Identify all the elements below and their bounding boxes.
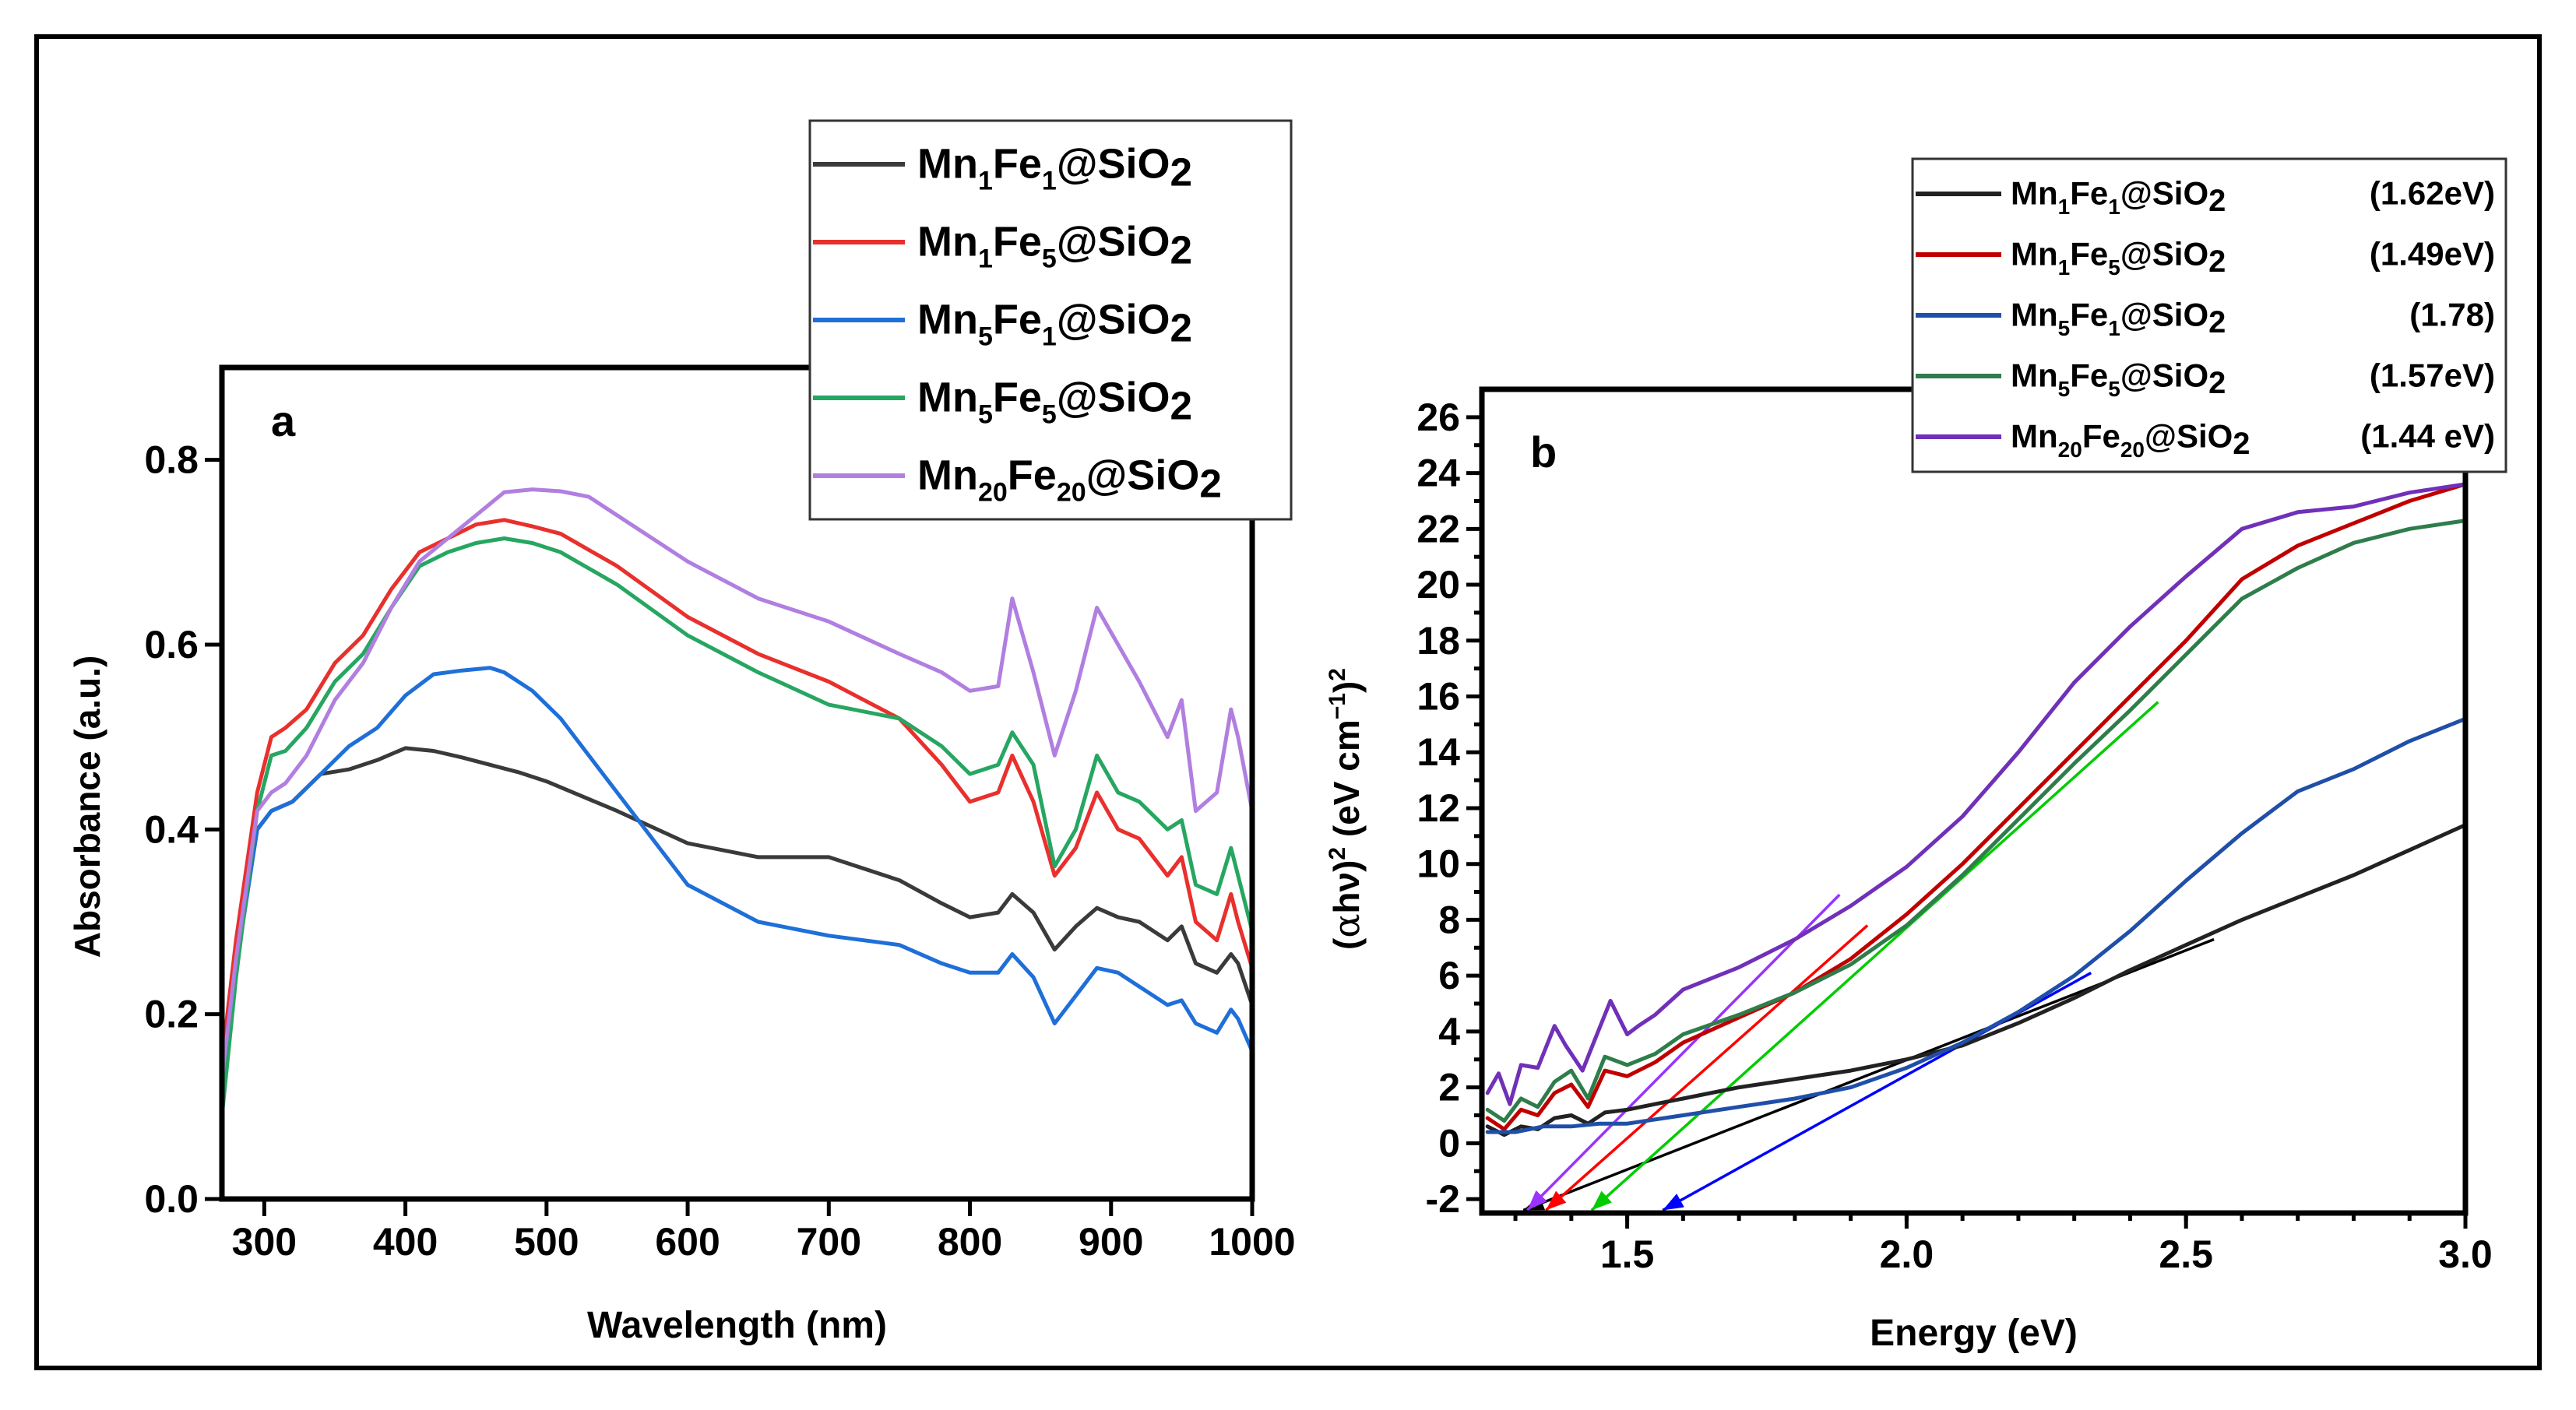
x-tick-label: 600 <box>655 1220 720 1264</box>
figure-frame <box>34 34 2542 1370</box>
tauc-fit-line <box>1545 924 1869 1211</box>
panel-b: 1.5 2.0 2.5 3.0-202468101214161820222426bEn… <box>1325 386 2493 1354</box>
x-tick-label: 3.0 <box>2438 1232 2493 1276</box>
fit-arrowhead <box>1546 1190 1567 1211</box>
legend-box <box>1911 157 2507 473</box>
y-tick-label: 2 <box>1438 1066 1460 1109</box>
y-tick-label: 14 <box>1416 730 1460 774</box>
x-tick-label: 2.0 <box>1880 1232 1934 1276</box>
y-tick-label: 0.0 <box>144 1177 199 1221</box>
y-tick-label: 18 <box>1416 619 1460 663</box>
x-tick-label: 800 <box>938 1220 1002 1264</box>
panel-label: b <box>1530 427 1557 476</box>
x-tick-label: 500 <box>514 1220 579 1264</box>
legend-bandgap-value: (1.57eV) <box>2370 357 2495 393</box>
series-line-Mn20Fe20@SiO2 <box>1485 482 2468 1106</box>
legend-entry: Mn20Fe20@SiO2 <box>917 452 1222 507</box>
y-tick-label: 12 <box>1416 786 1460 830</box>
x-tick-label: 400 <box>373 1220 438 1264</box>
y-tick-label: 22 <box>1416 507 1460 550</box>
x-tick-label: 1.5 <box>1600 1232 1655 1276</box>
plot-area-border <box>219 364 1255 1202</box>
y-tick-label: 20 <box>1416 563 1460 607</box>
legend-bandgap-value: (1.62eV) <box>2370 174 2495 211</box>
legend-entry: Mn5Fe5@SiO2 <box>2011 357 2226 401</box>
y-axis-title: (αhν)2 (eV cm−1)2 <box>1325 668 1367 950</box>
fit-arrowhead <box>1591 1190 1612 1211</box>
legend-entry: Mn5Fe5@SiO2 <box>917 374 1192 429</box>
series-line-Mn5Fe5@SiO2 <box>220 536 1255 1118</box>
y-tick-label: -2 <box>1426 1177 1460 1221</box>
y-tick-label: 0.2 <box>144 993 199 1036</box>
y-tick-label: 4 <box>1438 1010 1460 1053</box>
y-tick-label: 0.8 <box>144 438 199 482</box>
legend-panel-b: Mn1Fe1@SiO2 (1.62eV) Mn1Fe5@SiO2 (1.49eV) Mn… <box>1911 157 2507 473</box>
y-axis-title: Absorbance (a.u.) <box>67 656 107 958</box>
fit-arrowhead <box>1527 1190 1547 1211</box>
x-tick-label: 700 <box>797 1220 861 1264</box>
legend-entry: Mn1Fe1@SiO2 <box>2011 174 2226 219</box>
y-tick-label: 6 <box>1438 954 1460 997</box>
tauc-fit-line <box>1590 701 2159 1211</box>
y-tick-label: 0.4 <box>144 807 199 851</box>
series-line-Mn5Fe1@SiO2 <box>1485 716 2468 1134</box>
series-line-Mn5Fe5@SiO2 <box>1485 519 2468 1123</box>
fit-arrowhead <box>1663 1194 1684 1211</box>
series-line-Mn5Fe1@SiO2 <box>220 666 1255 1091</box>
x-tick-label: 300 <box>232 1220 297 1264</box>
x-axis-title: Energy (eV) <box>1870 1313 2078 1354</box>
y-tick-label: 8 <box>1438 898 1460 941</box>
legend-entry: Mn1Fe1@SiO2 <box>917 140 1192 195</box>
legend-bandgap-value: (1.78) <box>2409 296 2495 332</box>
legend-panel-a: Mn1Fe1@SiO2 Mn1Fe5@SiO2 Mn5Fe1@SiO2 Mn5Fe5@… <box>808 119 1293 521</box>
legend-entry: Mn5Fe1@SiO2 <box>917 296 1192 351</box>
y-tick-label: 0.6 <box>144 623 199 666</box>
y-tick-label: 24 <box>1416 452 1460 495</box>
legend-bandgap-value: (1.44 eV) <box>2360 417 2495 454</box>
series-line-Mn20Fe20@SiO2 <box>220 487 1255 1081</box>
x-tick-label: 900 <box>1079 1220 1143 1264</box>
legend-entry: Mn20Fe20@SiO2 <box>2011 417 2250 462</box>
legend-entry: Mn5Fe1@SiO2 <box>2011 296 2226 340</box>
x-tick-label: 2.5 <box>2159 1232 2213 1276</box>
series-line-Mn1Fe1@SiO2 <box>1485 823 2468 1137</box>
x-axis-title: Wavelength (nm) <box>587 1305 887 1346</box>
y-tick-label: 10 <box>1416 842 1460 886</box>
legend-entry: Mn1Fe5@SiO2 <box>2011 235 2226 280</box>
tauc-fit-line <box>1526 893 1841 1211</box>
x-tick-label: 1000 <box>1209 1220 1295 1264</box>
series-line-Mn1Fe1@SiO2 <box>220 746 1255 1072</box>
legend-entry: Mn1Fe5@SiO2 <box>917 218 1192 273</box>
y-tick-label: 16 <box>1416 675 1460 719</box>
series-line-Mn1Fe5@SiO2 <box>220 518 1255 1063</box>
panel-label: a <box>271 396 296 445</box>
panel-a: 300 400 500 600 700 800 900 1000 0.0 0.2 0.4 0.6 0.8… <box>67 364 1296 1346</box>
legend-bandgap-value: (1.49eV) <box>2370 235 2495 272</box>
y-tick-label: 26 <box>1416 396 1460 439</box>
y-tick-label: 0 <box>1438 1121 1460 1165</box>
